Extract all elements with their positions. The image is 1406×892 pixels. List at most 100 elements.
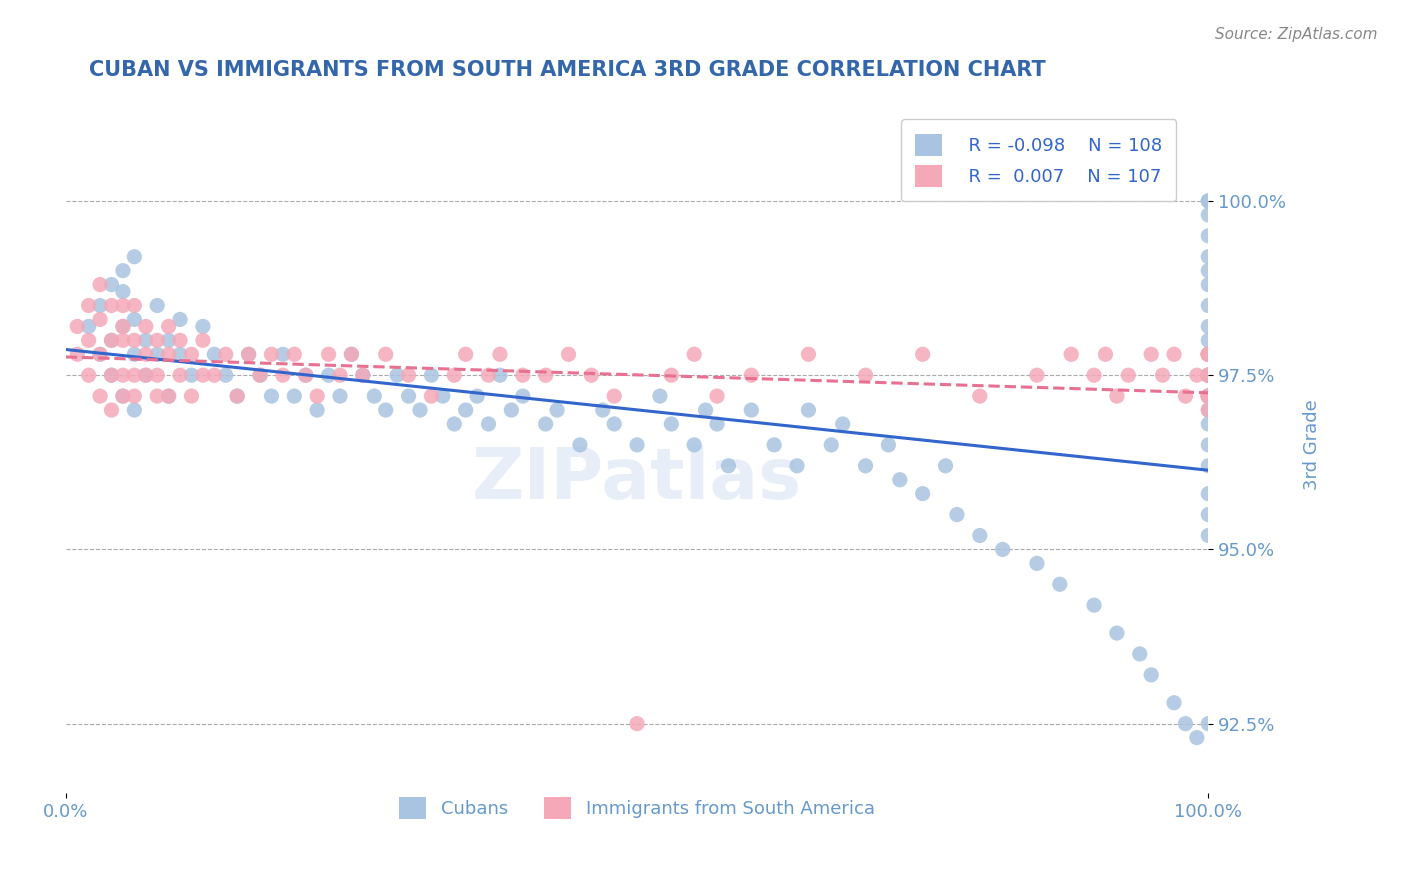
Point	[1197, 347, 1219, 361]
Point	[398, 389, 420, 403]
Point	[454, 403, 477, 417]
Point	[374, 403, 396, 417]
Point	[318, 347, 340, 361]
Point	[1197, 347, 1219, 361]
Point	[1083, 368, 1105, 383]
Point	[603, 389, 626, 403]
Point	[706, 389, 728, 403]
Point	[111, 368, 134, 383]
Point	[501, 403, 523, 417]
Point	[111, 389, 134, 403]
Point	[157, 347, 180, 361]
Point	[100, 298, 122, 312]
Point	[1197, 458, 1219, 473]
Point	[706, 417, 728, 431]
Point	[443, 368, 465, 383]
Point	[1197, 368, 1219, 383]
Point	[124, 312, 146, 326]
Point	[329, 389, 352, 403]
Point	[89, 347, 111, 361]
Point	[124, 389, 146, 403]
Point	[1197, 277, 1219, 292]
Point	[855, 368, 877, 383]
Point	[935, 458, 957, 473]
Legend: Cubans, Immigrants from South America: Cubans, Immigrants from South America	[385, 782, 889, 833]
Point	[202, 368, 225, 383]
Point	[157, 389, 180, 403]
Point	[89, 298, 111, 312]
Point	[1197, 389, 1219, 403]
Point	[695, 403, 717, 417]
Point	[911, 347, 934, 361]
Point	[169, 334, 191, 348]
Point	[911, 486, 934, 500]
Point	[202, 347, 225, 361]
Point	[340, 347, 363, 361]
Point	[1174, 389, 1197, 403]
Point	[1174, 716, 1197, 731]
Point	[77, 319, 100, 334]
Point	[740, 403, 762, 417]
Point	[420, 389, 443, 403]
Point	[489, 368, 512, 383]
Point	[1197, 347, 1219, 361]
Point	[169, 368, 191, 383]
Point	[1197, 389, 1219, 403]
Point	[307, 403, 329, 417]
Text: Source: ZipAtlas.com: Source: ZipAtlas.com	[1215, 27, 1378, 42]
Text: ZIPatlas: ZIPatlas	[472, 445, 801, 514]
Point	[374, 347, 396, 361]
Y-axis label: 3rd Grade: 3rd Grade	[1303, 400, 1320, 491]
Point	[877, 438, 900, 452]
Point	[124, 334, 146, 348]
Point	[991, 542, 1014, 557]
Point	[454, 347, 477, 361]
Point	[124, 298, 146, 312]
Point	[100, 403, 122, 417]
Text: CUBAN VS IMMIGRANTS FROM SOUTH AMERICA 3RD GRADE CORRELATION CHART: CUBAN VS IMMIGRANTS FROM SOUTH AMERICA 3…	[89, 60, 1046, 79]
Point	[797, 347, 820, 361]
Point	[1197, 194, 1219, 208]
Point	[1197, 250, 1219, 264]
Point	[1026, 557, 1049, 571]
Point	[111, 334, 134, 348]
Point	[603, 417, 626, 431]
Point	[111, 285, 134, 299]
Point	[1152, 368, 1174, 383]
Point	[352, 368, 374, 383]
Point	[683, 347, 706, 361]
Point	[1197, 347, 1219, 361]
Point	[1197, 508, 1219, 522]
Point	[283, 389, 305, 403]
Point	[89, 347, 111, 361]
Point	[1105, 389, 1128, 403]
Point	[124, 347, 146, 361]
Point	[283, 347, 305, 361]
Point	[1197, 368, 1219, 383]
Point	[135, 368, 157, 383]
Point	[249, 368, 271, 383]
Point	[1197, 368, 1219, 383]
Point	[1129, 647, 1152, 661]
Point	[1094, 347, 1116, 361]
Point	[820, 438, 842, 452]
Point	[146, 368, 169, 383]
Point	[363, 389, 385, 403]
Point	[77, 368, 100, 383]
Point	[111, 389, 134, 403]
Point	[1083, 598, 1105, 612]
Point	[969, 528, 991, 542]
Point	[271, 368, 294, 383]
Point	[329, 368, 352, 383]
Point	[1163, 347, 1185, 361]
Point	[1197, 368, 1219, 383]
Point	[432, 389, 454, 403]
Point	[477, 368, 499, 383]
Point	[1197, 368, 1219, 383]
Point	[146, 298, 169, 312]
Point	[1197, 486, 1219, 500]
Point	[557, 347, 579, 361]
Point	[1197, 403, 1219, 417]
Point	[215, 347, 238, 361]
Point	[215, 368, 238, 383]
